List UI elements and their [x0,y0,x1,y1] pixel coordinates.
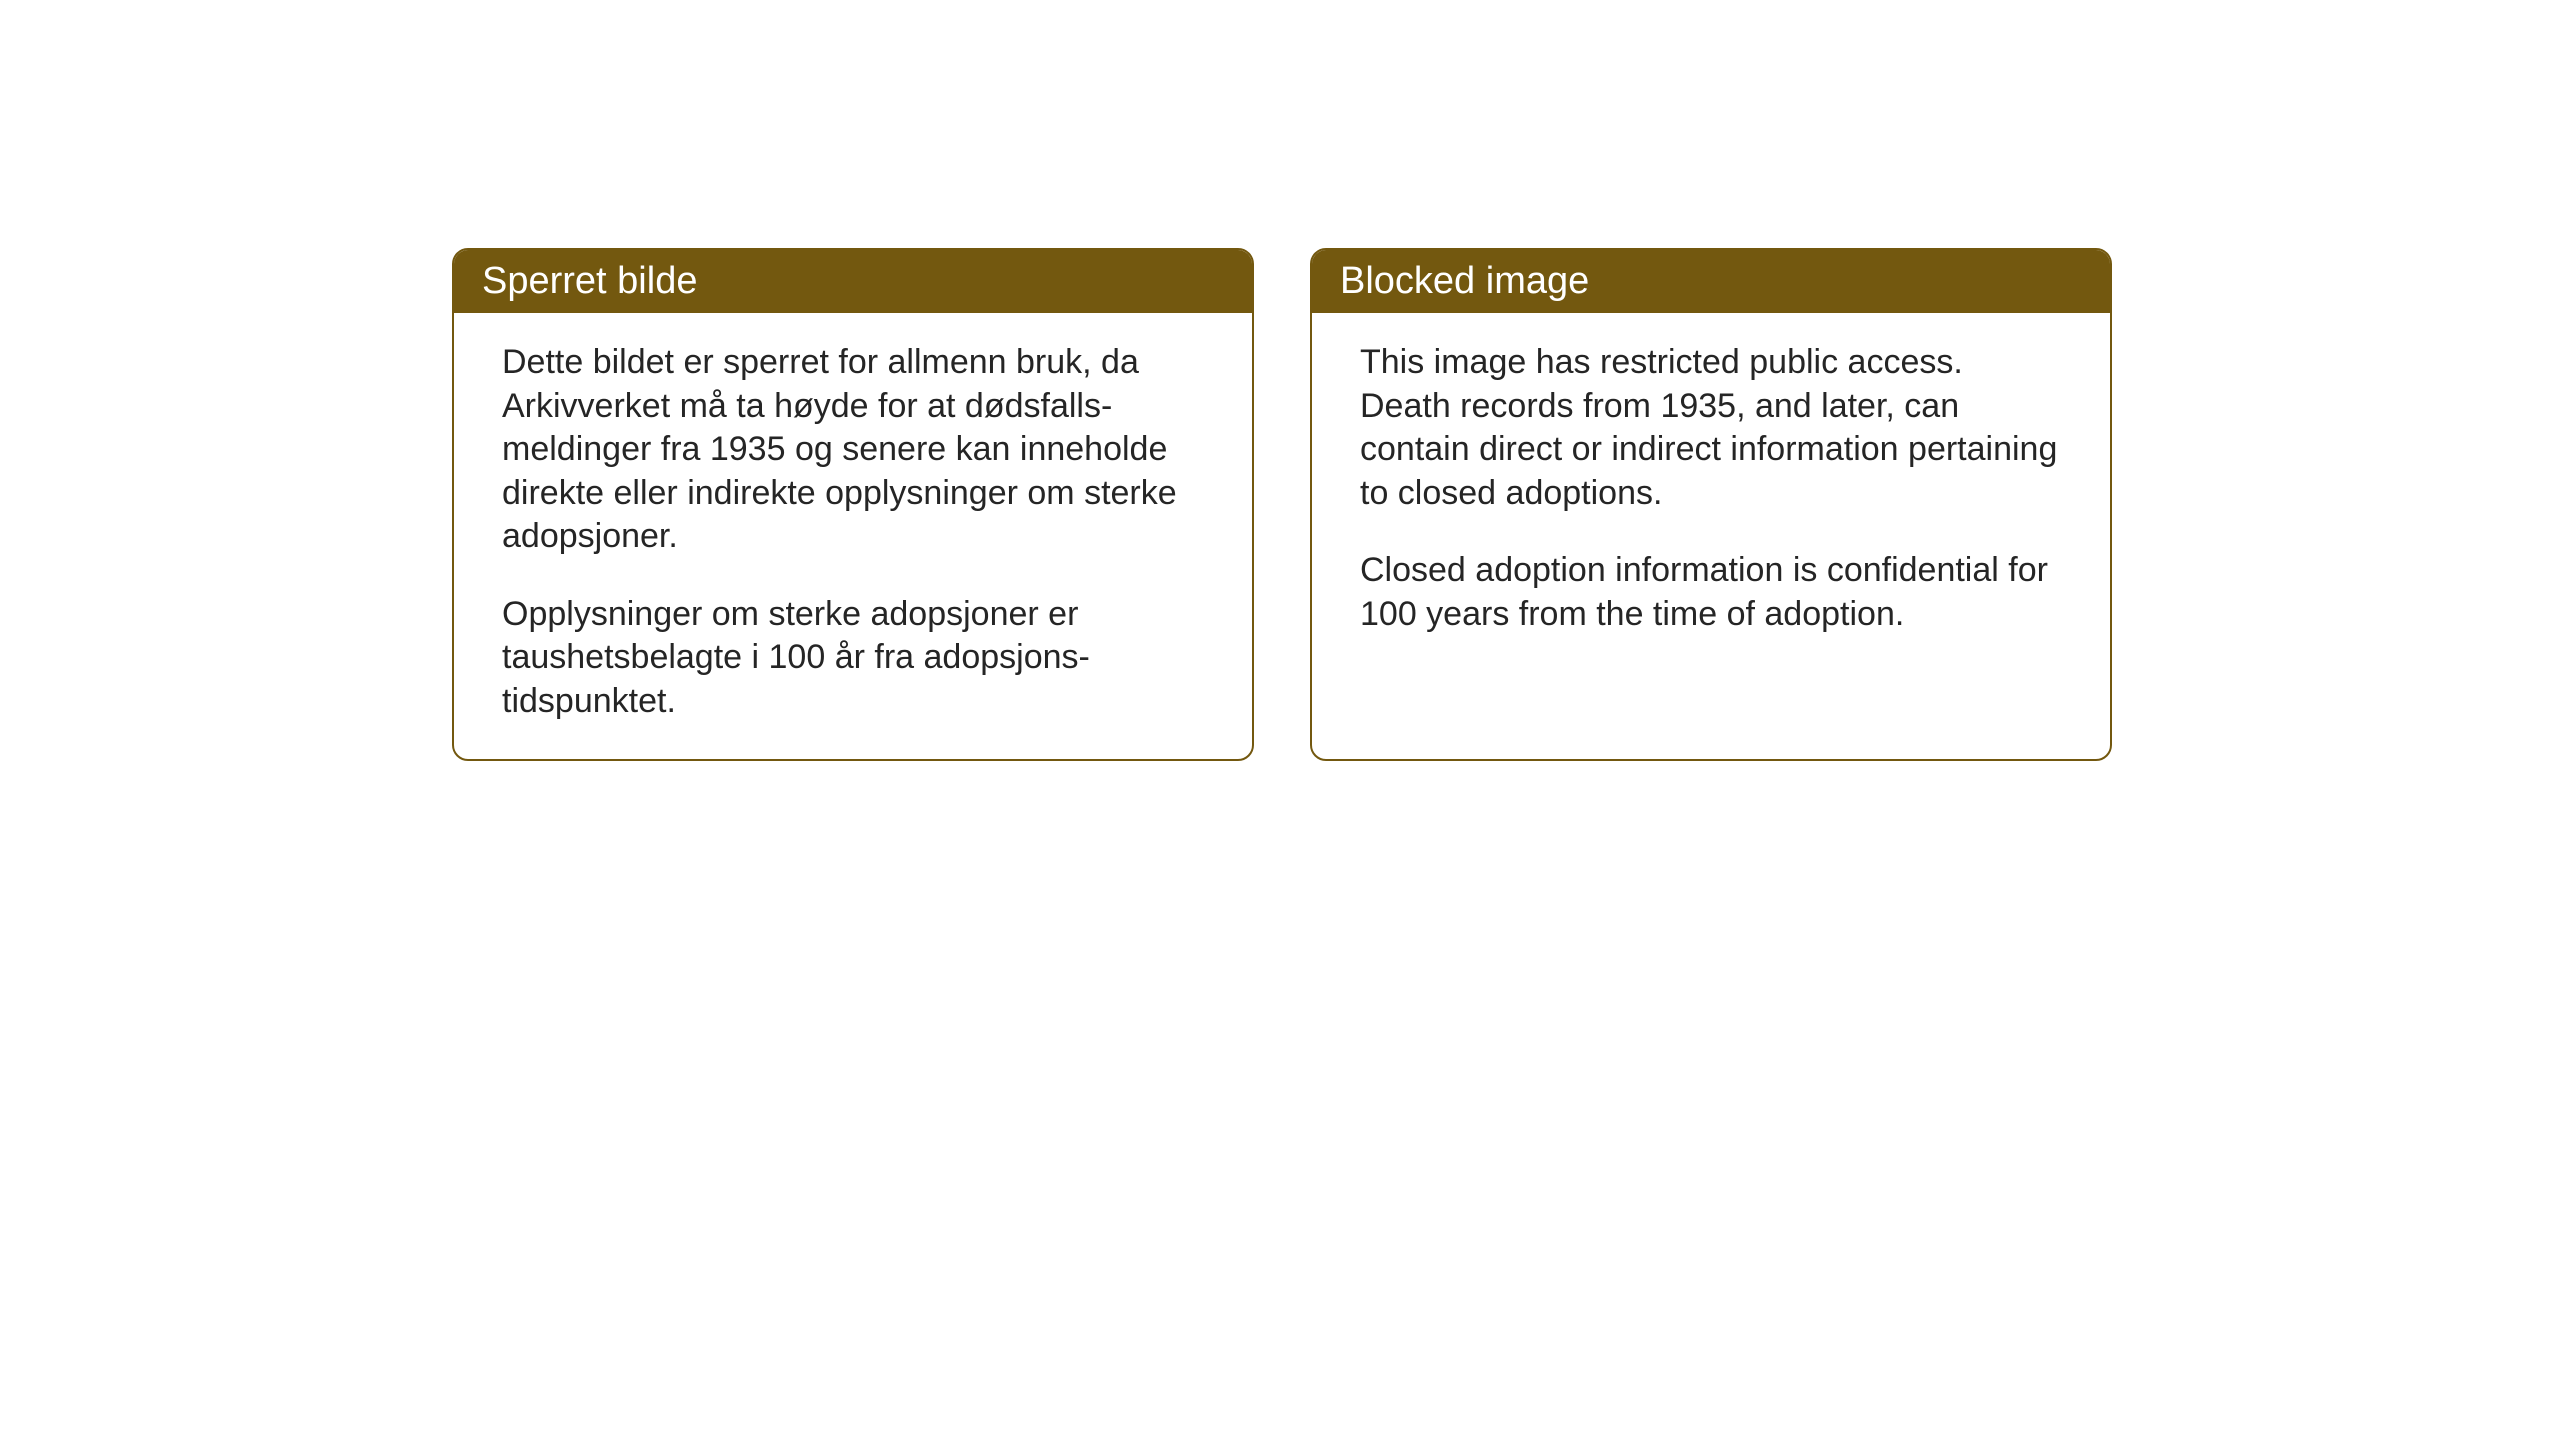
card-body-norwegian: Dette bildet er sperret for allmenn bruk… [454,313,1252,759]
card-paragraph-2-english: Closed adoption information is confident… [1360,549,2062,636]
card-header-english: Blocked image [1312,250,2110,313]
card-english: Blocked image This image has restricted … [1310,248,2112,761]
card-body-english: This image has restricted public access.… [1312,313,2110,672]
card-title-english: Blocked image [1340,260,1589,302]
card-title-norwegian: Sperret bilde [482,260,697,302]
card-paragraph-1-norwegian: Dette bildet er sperret for allmenn bruk… [502,341,1204,559]
cards-container: Sperret bilde Dette bildet er sperret fo… [452,248,2112,761]
card-norwegian: Sperret bilde Dette bildet er sperret fo… [452,248,1254,761]
card-header-norwegian: Sperret bilde [454,250,1252,313]
card-paragraph-2-norwegian: Opplysninger om sterke adopsjoner er tau… [502,593,1204,724]
card-paragraph-1-english: This image has restricted public access.… [1360,341,2062,515]
